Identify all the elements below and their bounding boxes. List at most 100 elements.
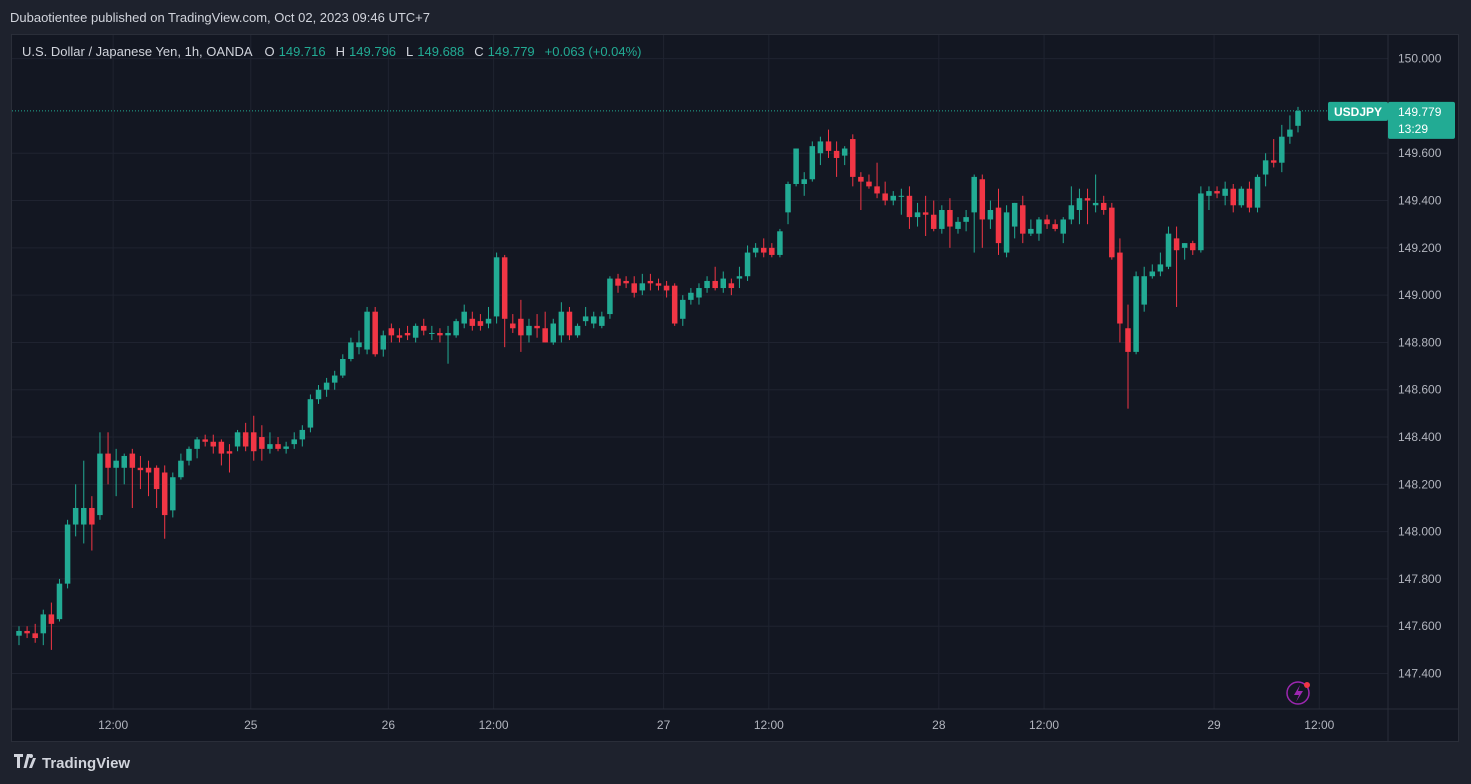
candle-body [590,316,597,324]
candle-body [760,247,767,253]
candle-body [955,221,961,229]
candle-body [412,325,419,338]
candle-body [1206,191,1212,196]
candle-body [1190,243,1196,251]
price-tick-label: 150.000 [1398,52,1442,66]
candle-body [1044,219,1050,225]
notification-dot [1304,682,1310,688]
candle-body [485,318,492,324]
price-tick-label: 148.200 [1398,477,1442,491]
candle-body [340,358,346,376]
candle-body [566,311,573,336]
candle-body [558,311,565,336]
open-label: O [264,44,275,59]
candle-body [1254,176,1261,208]
candle-body [922,212,929,215]
candle-body [1214,191,1220,194]
candle-body [995,207,1002,244]
candle-body [817,141,824,154]
candle-body [914,212,921,218]
published-text: Dubaotientee published on TradingView.co… [10,9,431,25]
candle-body [906,195,913,218]
candle-body [469,318,476,326]
candle-body [137,467,144,471]
candle-body [801,179,807,184]
candle-body [979,179,986,220]
tradingview-logo-icon [14,753,36,773]
candle-body [607,278,613,315]
candle-body [1198,193,1204,251]
candle-body [437,332,443,336]
price-tick-label: 148.400 [1398,430,1442,444]
candle-body [1262,160,1269,175]
lightning-bolt-shape [1294,685,1303,702]
candle-body [1125,328,1131,352]
candle-body [971,176,977,213]
candle-body [631,283,637,293]
candle-body [1287,129,1293,137]
candle-body [1238,188,1245,206]
candle-body [793,148,799,184]
candle-body [404,332,411,336]
candle-body [307,399,314,428]
time-tick-label: 12:00 [479,718,509,732]
candle-body [372,311,378,355]
candle-body [1246,188,1253,208]
candle-body [315,389,322,400]
symbol-description[interactable]: U.S. Dollar / Japanese Yen, 1h, OANDA [22,44,253,59]
candlestick-chart[interactable]: 150.000 149.600 149.400 149.200 149.000 148.8… [12,35,1458,741]
candle-body [1020,205,1026,234]
close-label: C [474,44,484,59]
candle-body [736,276,743,279]
candle-body [1133,276,1139,352]
candle-body [987,210,994,220]
candle-body [874,186,880,194]
candle-body [947,210,953,227]
tradingview-brand[interactable]: TradingView [14,753,130,773]
candle-body [40,614,47,634]
candle-body [712,280,718,289]
candle-body [744,252,751,277]
candle-body [283,446,289,449]
candle-body [574,325,581,336]
candle-body [129,453,136,468]
footer-bar: TradingView [0,742,1471,784]
low-value: 149.688 [417,44,465,59]
price-tick-label: 149.600 [1398,146,1442,160]
candle-body [259,437,265,449]
candle-body [429,332,435,334]
candle-body [1003,212,1010,253]
candle-body [218,441,225,454]
candle-body [299,429,306,440]
high-label: H [335,44,346,59]
candle-body [234,432,241,447]
candle-body [356,342,362,348]
candle-body [785,183,791,213]
lightning-icon[interactable] [1286,681,1310,705]
candle-body [1060,219,1066,234]
price-tick-label: 148.800 [1398,335,1442,349]
price-tick-label: 147.400 [1398,667,1442,681]
open-value: 149.716 [278,44,326,59]
candle-body [866,181,872,187]
countdown-value: 13:29 [1398,122,1428,136]
candle-body [323,382,330,390]
time-tick-label: 27 [657,718,671,732]
candle-body [809,146,816,180]
candle-body [445,332,451,336]
candle-body [275,444,281,449]
candle-body [882,193,888,201]
price-tick-label: 148.000 [1398,525,1442,539]
chart-panel[interactable]: 150.000 149.600 149.400 149.200 149.000 148.8… [11,34,1459,742]
candle-body [850,139,856,177]
candle-body [1117,252,1123,324]
candle-body [420,325,427,331]
candle-body [267,444,273,449]
symbol-tag [1328,101,1388,121]
candle-body [32,633,38,639]
candle-body [64,524,71,584]
candle-body [461,311,467,324]
candle-body [251,432,257,452]
candle-body [1100,202,1107,211]
candle-body [1173,238,1180,251]
